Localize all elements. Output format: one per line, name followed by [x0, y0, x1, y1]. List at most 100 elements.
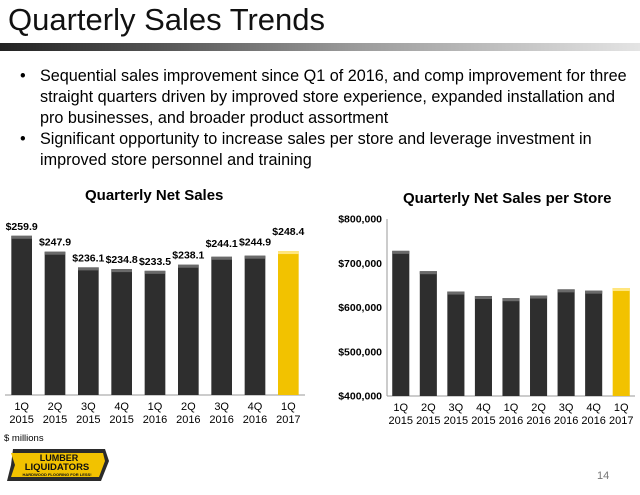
bullet-text: Sequential sales improvement since Q1 of…: [40, 67, 627, 127]
chart-net-sales: $259.91Q2015$247.92Q2015$236.13Q2015$234…: [5, 221, 305, 426]
bar: [244, 255, 266, 395]
lumber-liquidators-logo: LUMBER LIQUIDATORS HARDWOOD FLOORING FOR…: [7, 449, 109, 481]
x-tick-label-year: 2015: [43, 414, 67, 426]
bullet-symbol: •: [20, 130, 26, 148]
x-tick-label-quarter: 3Q: [81, 401, 96, 413]
logo-line2: LIQUIDATORS: [25, 462, 90, 473]
bar-highlight: [78, 267, 99, 271]
x-tick-label-quarter: 4Q: [248, 401, 263, 413]
bar-highlight: [244, 255, 266, 259]
x-tick-label-quarter: 1Q: [614, 402, 629, 414]
data-label: $238.1: [172, 250, 204, 262]
x-tick-label-quarter: 4Q: [476, 402, 491, 414]
x-tick-label-quarter: 2Q: [181, 401, 196, 413]
bar: [612, 288, 630, 396]
data-label: $236.1: [72, 252, 104, 264]
y-tick-label: $700,000: [338, 258, 382, 270]
bar-highlight: [44, 251, 66, 255]
page-number: 14: [597, 470, 610, 482]
bullet-list: • Sequential sales improvement since Q1 o…: [20, 66, 630, 171]
bar: [419, 271, 437, 396]
x-tick-label-year: 2016: [243, 414, 267, 426]
x-tick-label-year: 2015: [76, 414, 100, 426]
bar: [144, 270, 166, 395]
data-label: $244.9: [239, 237, 271, 249]
x-tick-label-year: 2015: [109, 414, 133, 426]
x-tick-label-quarter: 4Q: [586, 402, 601, 414]
data-label: $234.8: [106, 254, 138, 266]
bar: [44, 251, 66, 395]
bar: [278, 251, 299, 395]
bar: [585, 290, 603, 396]
data-label: $247.9: [39, 237, 71, 249]
x-tick-label-quarter: 2Q: [48, 401, 63, 413]
bar: [178, 264, 199, 395]
bar-highlight: [502, 298, 520, 302]
x-tick-label-year: 2016: [143, 414, 167, 426]
chart-sales-per-store: $400,000 $500,000 $600,000 $700,000 $800,000…: [338, 214, 635, 427]
bullet-item: • Significant opportunity to increase sal…: [20, 129, 630, 171]
bar-highlight: [585, 290, 603, 294]
chart-title-sales-per-store: Quarterly Net Sales per Store: [403, 190, 612, 207]
bar: [78, 267, 99, 395]
x-tick-label-year: 2017: [276, 414, 300, 426]
x-tick-label-year: 2015: [471, 415, 495, 427]
bar-highlight: [530, 295, 548, 299]
bar-highlight: [278, 251, 299, 255]
y-tick-label: $400,000: [338, 391, 382, 403]
x-tick-label-year: 2015: [389, 415, 413, 427]
x-tick-label-quarter: 3Q: [559, 402, 574, 414]
x-tick-label-quarter: 1Q: [393, 402, 408, 414]
data-label: $244.1: [206, 238, 238, 250]
bar-highlight: [211, 256, 232, 260]
bar: [447, 291, 465, 396]
x-tick-label-year: 2015: [9, 414, 33, 426]
bar-highlight: [178, 264, 199, 268]
title-underline: [0, 43, 640, 51]
x-tick-label-quarter: 1Q: [504, 402, 519, 414]
bar-highlight: [447, 291, 465, 295]
units-note: $ millions: [4, 433, 44, 444]
logo-tagline: HARDWOOD FLOORING FOR LESS!: [22, 472, 91, 477]
x-tick-label-year: 2017: [609, 415, 633, 427]
x-tick-label-year: 2015: [444, 415, 468, 427]
bar: [392, 250, 410, 396]
x-tick-label-year: 2016: [176, 414, 200, 426]
chart-title-net-sales: Quarterly Net Sales: [85, 187, 224, 204]
bar: [211, 256, 232, 395]
x-tick-label-year: 2016: [554, 415, 578, 427]
bar-highlight: [144, 270, 166, 274]
x-tick-label-quarter: 1Q: [281, 401, 296, 413]
x-tick-label-quarter: 3Q: [214, 401, 229, 413]
y-tick-label: $800,000: [338, 214, 382, 226]
data-label: $248.4: [272, 226, 304, 238]
bar-highlight: [392, 250, 410, 254]
slide-title: Quarterly Sales Trends: [8, 2, 326, 37]
x-tick-label-year: 2015: [416, 415, 440, 427]
bullet-item: • Sequential sales improvement since Q1 o…: [20, 66, 630, 129]
data-label: $259.9: [6, 221, 38, 233]
bar: [474, 295, 492, 396]
x-tick-label-quarter: 2Q: [531, 402, 546, 414]
x-tick-label-quarter: 4Q: [114, 401, 129, 413]
x-tick-label-year: 2016: [581, 415, 605, 427]
y-tick-label: $600,000: [338, 302, 382, 314]
bar-highlight: [419, 271, 437, 275]
x-tick-label-year: 2016: [499, 415, 523, 427]
bar-highlight: [474, 295, 492, 299]
bar-highlight: [11, 235, 33, 239]
logo-line1: LUMBER: [40, 453, 79, 463]
bar: [111, 269, 132, 395]
bar-highlight: [612, 288, 630, 292]
bullet-text: Significant opportunity to increase sale…: [40, 130, 592, 169]
bar: [557, 289, 575, 396]
x-tick-label-quarter: 1Q: [148, 401, 163, 413]
bullet-symbol: •: [20, 67, 26, 85]
bar: [502, 298, 520, 396]
bar: [11, 235, 33, 395]
x-tick-label-quarter: 2Q: [421, 402, 436, 414]
y-tick-label: $500,000: [338, 346, 382, 358]
x-tick-label-year: 2016: [526, 415, 550, 427]
x-tick-label-quarter: 3Q: [449, 402, 464, 414]
x-tick-label-year: 2016: [209, 414, 233, 426]
